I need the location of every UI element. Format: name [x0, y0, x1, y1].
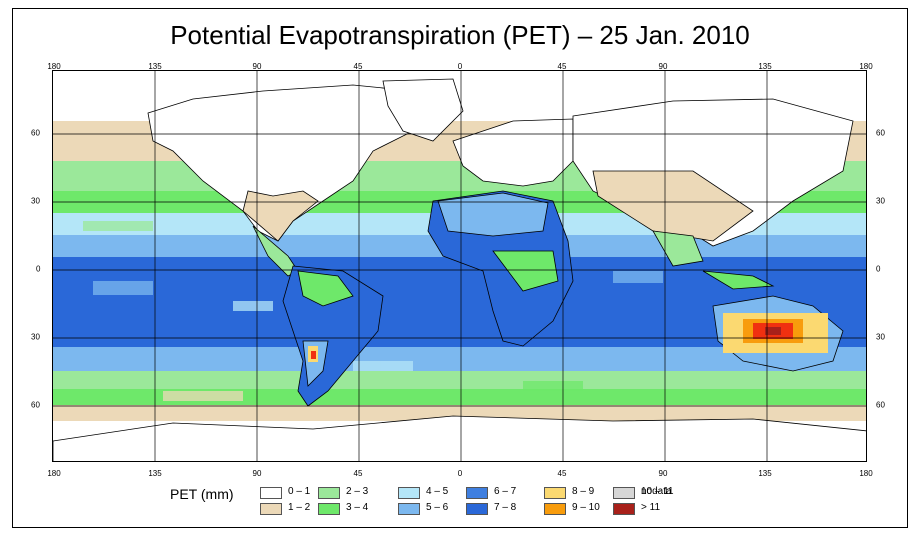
- y-tick: 30: [31, 196, 40, 206]
- y-tick: 60: [876, 400, 885, 410]
- legend-swatch: [544, 487, 566, 499]
- x-tick: 0: [457, 469, 463, 478]
- y-tick: 0: [876, 264, 881, 274]
- x-tick: 45: [557, 469, 567, 478]
- band-south-green2: [53, 389, 866, 405]
- y-tick: 30: [876, 332, 885, 342]
- x-tick: 0: [457, 62, 463, 71]
- x-tick: 180: [859, 62, 873, 71]
- north-america: [147, 84, 434, 242]
- legend-label: > 11: [641, 502, 660, 513]
- legend-label: 6 – 7: [494, 486, 517, 497]
- legend-swatch: [398, 487, 420, 499]
- legend-label: 4 – 5: [426, 486, 449, 497]
- legend-swatch: [613, 487, 635, 499]
- x-tick: 135: [758, 62, 772, 71]
- legend-swatch: [318, 503, 340, 515]
- legend-label: 3 – 4: [346, 502, 369, 513]
- legend-label: 0 – 1: [288, 486, 311, 497]
- map-svg: [53, 71, 866, 461]
- x-tick: 180: [47, 62, 61, 71]
- x-tick: 90: [252, 62, 262, 71]
- band-south-green: [53, 371, 866, 389]
- y-tick: 30: [876, 196, 885, 206]
- legend-swatch: [544, 503, 566, 515]
- legend-swatch: [398, 503, 420, 515]
- legend-swatch: [260, 503, 282, 515]
- y-tick: 0: [36, 264, 41, 274]
- legend-swatch: [260, 487, 282, 499]
- legend-label: 9 – 10: [572, 502, 600, 513]
- pet-map: [52, 70, 867, 462]
- x-tick: 180: [859, 469, 873, 478]
- legend-swatch: [466, 503, 488, 515]
- legend-label: 2 – 3: [346, 486, 369, 497]
- legend-swatch: [318, 487, 340, 499]
- legend-label: 7 – 8: [494, 502, 517, 513]
- x-tick: 135: [148, 62, 162, 71]
- x-tick: 45: [353, 469, 363, 478]
- x-tick: 90: [658, 469, 668, 478]
- legend-label: nodata: [641, 486, 672, 497]
- legend-label: 1 – 2: [288, 502, 311, 513]
- legend-title: PET (mm): [170, 486, 234, 502]
- x-tick: 90: [658, 62, 668, 71]
- y-tick: 60: [31, 400, 40, 410]
- map-title: Potential Evapotranspiration (PET) – 25 …: [170, 20, 750, 50]
- legend-swatch: [466, 487, 488, 499]
- antarctica: [53, 415, 866, 461]
- land-masses: [53, 78, 866, 461]
- greenland: [382, 78, 464, 142]
- x-tick: 135: [148, 469, 162, 478]
- europe: [452, 118, 574, 187]
- x-tick: 90: [252, 469, 262, 478]
- y-tick: 60: [31, 128, 40, 138]
- band-south-low: [53, 405, 866, 421]
- x-tick: 45: [557, 62, 567, 71]
- legend-swatch: [613, 503, 635, 515]
- legend-label: 8 – 9: [572, 486, 595, 497]
- y-tick: 30: [31, 332, 40, 342]
- legend-label: 5 – 6: [426, 502, 449, 513]
- graticule: [53, 71, 866, 461]
- y-tick: 60: [876, 128, 885, 138]
- x-tick: 180: [47, 469, 61, 478]
- legend-label: 10 – 11: [641, 486, 674, 497]
- x-tick: 135: [758, 469, 772, 478]
- figure-frame: [12, 8, 908, 528]
- x-tick: 45: [353, 62, 363, 71]
